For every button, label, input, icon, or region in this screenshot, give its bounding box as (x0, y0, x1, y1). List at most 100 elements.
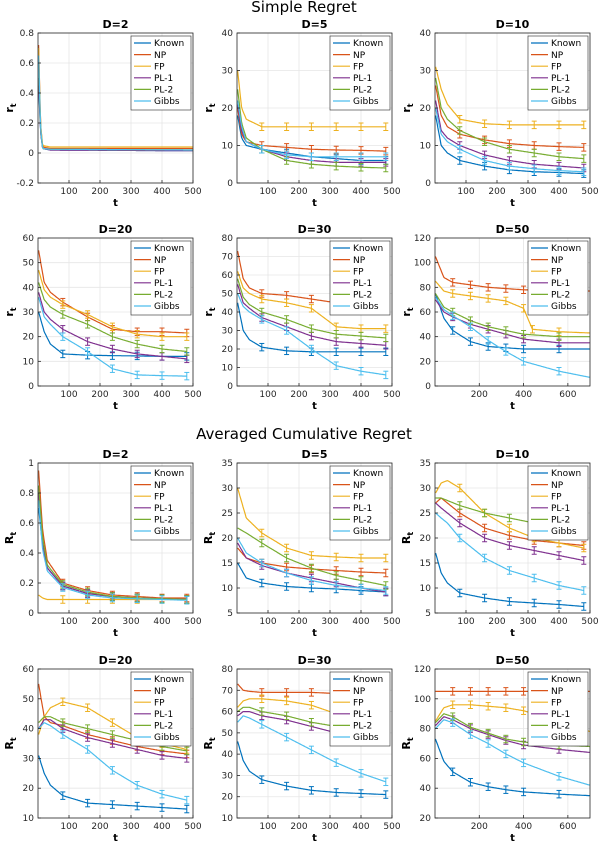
y-tick-label: 20 (420, 104, 432, 114)
y-tick-label: 35 (222, 459, 233, 469)
chart-title: D=50 (496, 223, 530, 236)
x-tick-label: 200 (91, 390, 108, 400)
legend-label-gibbs: Gibbs (353, 527, 379, 537)
y-axis-label: Rt (3, 532, 18, 544)
chart-title: D=50 (496, 654, 530, 667)
legend-label-gibbs: Gibbs (551, 302, 577, 312)
y-tick-label: 10 (222, 142, 234, 152)
chart-title: D=30 (298, 654, 332, 667)
series-line-gibbs (434, 718, 590, 786)
legend-label-pl-1: PL-1 (353, 279, 372, 289)
y-tick-label: 0 (227, 382, 233, 392)
x-tick-label: 400 (153, 822, 170, 832)
legend-label-pl-2: PL-2 (353, 722, 372, 732)
legend-label-pl-1: PL-1 (551, 504, 570, 514)
chart-panel-8: 100 200 300 400 500 5 10 15 20 25 30 35 D=5 t Rt Known N… (202, 448, 401, 639)
axes-box (37, 668, 194, 819)
y-tick-label: 15 (222, 559, 233, 569)
legend-label-pl-1: PL-1 (154, 74, 173, 84)
x-axis-label: t (113, 198, 118, 209)
y-tick-label: 60 (23, 234, 35, 244)
x-tick-label: 500 (184, 390, 201, 400)
legend-box (527, 35, 589, 111)
legend-label-pl-2: PL-2 (154, 291, 173, 301)
chart-panel-7: 100 200 300 400 500 0 0.2 0.4 0.6 0.8 1 D=2 t Rt Known… (3, 448, 202, 639)
x-tick-label: 500 (184, 187, 201, 197)
chart-title: D=20 (99, 654, 133, 667)
x-tick-label: 100 (60, 390, 77, 400)
y-tick-label: 0.8 (20, 29, 35, 39)
y-tick-label: 0 (425, 179, 431, 189)
y-tick-label: 70 (222, 253, 234, 263)
y-tick-label: 30 (222, 67, 234, 77)
series-line-gibbs (38, 55, 193, 151)
y-tick-label: 120 (414, 665, 431, 675)
chart-title: D=10 (496, 448, 530, 461)
legend-label-pl-1: PL-1 (353, 504, 372, 514)
y-tick-label: 25 (222, 509, 233, 519)
y-axis-label: rt (3, 103, 18, 112)
legend-label-np: NP (154, 481, 167, 491)
x-tick-label: 200 (91, 187, 108, 197)
x-tick-label: 100 (457, 617, 474, 627)
chart-title: D=10 (496, 18, 530, 31)
y-tick-label: 30 (222, 484, 234, 494)
chart-panel-3: 100 200 300 400 500 0 10 20 30 40 D=10 t rt Known NPFP… (400, 18, 599, 209)
x-tick-label: 100 (259, 822, 276, 832)
y-tick-label: 10 (420, 584, 432, 594)
y-tick-label: 20 (420, 814, 432, 824)
y-tick-label: 50 (222, 729, 234, 739)
legend-label-gibbs: Gibbs (353, 97, 379, 107)
y-tick-label: 80 (222, 665, 234, 675)
legend-box (329, 240, 391, 316)
x-axis-label: t (312, 198, 317, 209)
x-tick-label: 200 (290, 617, 307, 627)
legend-label-known: Known (353, 675, 383, 685)
x-tick-label: 300 (122, 617, 139, 627)
chart-title: D=5 (301, 18, 327, 31)
y-tick-label: 20 (222, 793, 234, 803)
legend-label-fp: FP (353, 698, 364, 708)
legend-label-fp: FP (551, 62, 562, 72)
legend-label-known: Known (154, 244, 184, 254)
legend-label-pl-2: PL-2 (353, 86, 372, 96)
y-tick-label: 20 (222, 104, 234, 114)
legend-label-pl-2: PL-2 (353, 516, 372, 526)
legend-label-known: Known (154, 39, 184, 49)
y-tick-label: 40 (222, 308, 234, 318)
x-tick-label: 200 (471, 390, 488, 400)
y-tick-label: 60 (222, 708, 234, 718)
y-tick-label: 0.2 (20, 579, 34, 589)
x-axis-label: t (113, 833, 118, 844)
y-tick-label: 40 (222, 750, 234, 760)
legend-label-pl-2: PL-2 (353, 291, 372, 301)
y-axis-label: rt (202, 103, 217, 112)
y-tick-label: 0 (425, 382, 431, 392)
legend-box (527, 240, 589, 316)
y-axis-label: rt (400, 103, 415, 112)
y-tick-label: 40 (222, 29, 234, 39)
y-tick-label: 0.6 (20, 519, 35, 529)
y-tick-label: 30 (222, 771, 234, 781)
chart-panel-5: 100 200 300 400 500 0 10 20 30 40 50 60 70 80 D=30 t rt K… (202, 223, 401, 412)
y-tick-label: 50 (222, 290, 234, 300)
y-tick-label: 0 (227, 179, 233, 189)
legend-box (329, 671, 391, 747)
legend-label-pl-1: PL-1 (551, 279, 570, 289)
legend-label-gibbs: Gibbs (551, 527, 577, 537)
y-tick-label: 0 (28, 609, 34, 619)
legend-label-gibbs: Gibbs (551, 97, 577, 107)
y-tick-label: 80 (420, 283, 432, 293)
y-axis-label: rt (202, 307, 217, 316)
x-tick-label: 500 (383, 187, 400, 197)
legend-label-np: NP (551, 51, 564, 61)
x-tick-label: 500 (383, 822, 400, 832)
y-tick-label: 20 (222, 534, 234, 544)
y-tick-label: 10 (222, 814, 234, 824)
x-axis-label: t (510, 198, 515, 209)
y-axis-label: Rt (400, 532, 415, 544)
